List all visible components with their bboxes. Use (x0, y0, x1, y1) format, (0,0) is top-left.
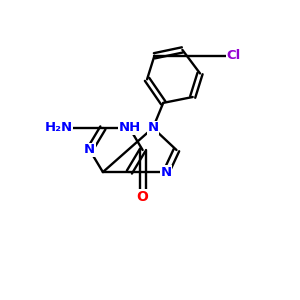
Text: NH: NH (118, 122, 140, 134)
Text: N: N (147, 122, 158, 134)
Text: N: N (84, 143, 95, 157)
Text: Cl: Cl (226, 49, 241, 62)
Text: N: N (160, 166, 172, 178)
Text: H₂N: H₂N (45, 122, 73, 134)
Text: O: O (137, 190, 148, 204)
